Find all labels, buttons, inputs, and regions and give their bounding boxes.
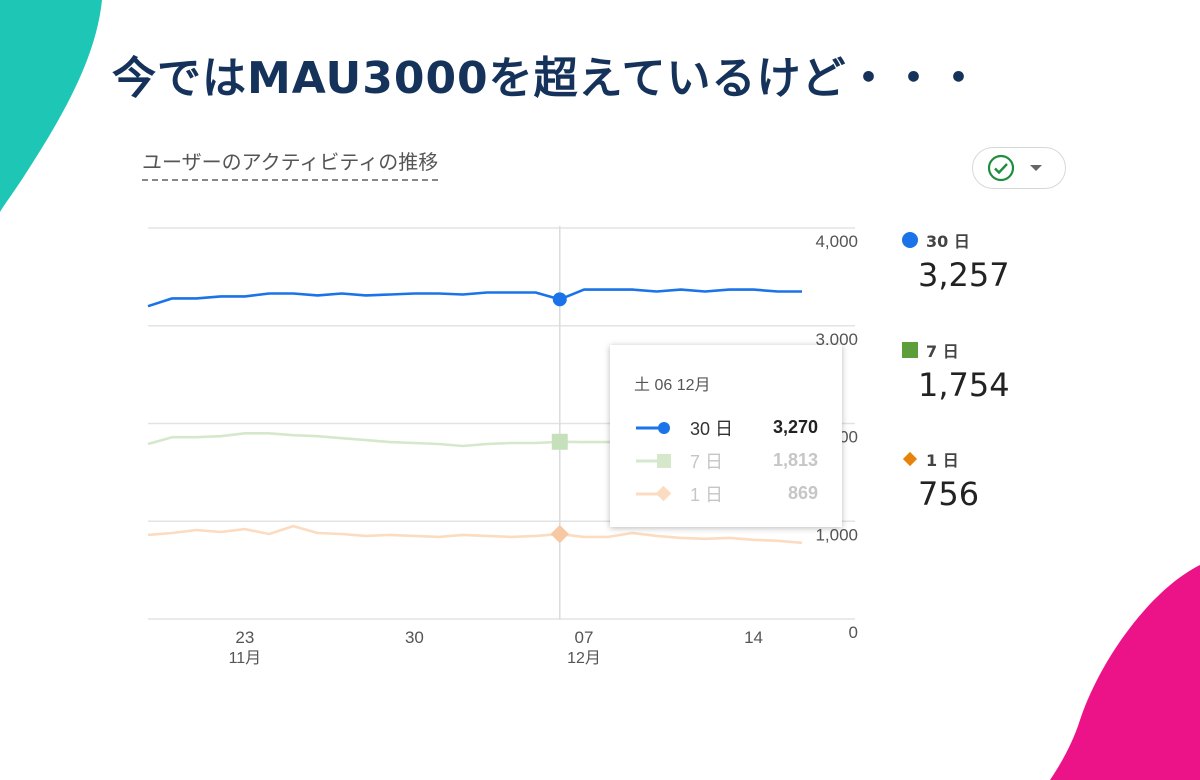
x-tick-month-label: 12月 (567, 650, 601, 667)
legend-label-7d: 7 日 (926, 342, 959, 361)
circle-marker-icon (902, 232, 918, 248)
series-7d-swatch-icon (636, 453, 671, 468)
highlight-point-7d (551, 433, 568, 450)
tooltip-label-7d: 7 日 (690, 451, 724, 472)
x-tick-label: 23 (235, 628, 254, 647)
y-tick-label: 3,000 (815, 330, 858, 349)
tooltip-value-1d: 869 (787, 483, 818, 503)
slide-title: 今ではMAU3000を超えているけど・・・ (112, 53, 982, 104)
x-tick-label: 07 (575, 628, 594, 647)
diamond-marker-icon (902, 451, 918, 467)
y-tick-label: 0 (849, 623, 858, 642)
x-tick-label: 30 (405, 628, 424, 647)
y-tick-label: 4,000 (815, 232, 858, 251)
tooltip-value-7d: 1,813 (772, 450, 818, 470)
square-marker-icon (902, 342, 918, 358)
chart-card-title[interactable]: ユーザーのアクティビティの推移 (142, 146, 439, 181)
series-line-2 (147, 524, 803, 545)
tooltip-value-30d: 3,270 (772, 417, 818, 437)
highlight-point-1d (550, 524, 569, 544)
status-dropdown-button[interactable] (972, 147, 1066, 189)
legend-label-30d: 30 日 (926, 232, 970, 251)
legend-item-7d[interactable]: 7 日 1,754 (902, 338, 1010, 404)
legend-value-1d: 756 (918, 475, 980, 513)
y-tick-label: 1,000 (815, 525, 858, 544)
series-30d-swatch-icon (636, 421, 670, 434)
legend-label-1d: 1 日 (926, 451, 959, 470)
tooltip-row-1d: 1 日 869 (634, 477, 818, 510)
x-tick-label: 14 (744, 628, 763, 647)
caret-down-icon (1030, 165, 1042, 171)
chart-tooltip: 土 06 12月 30 日 3,270 7 日 1,813 1 日 869 (610, 345, 842, 527)
tooltip-row-7d: 7 日 1,813 (634, 444, 818, 477)
legend-value-30d: 3,257 (918, 256, 1010, 294)
x-tick-month-label: 11月 (229, 650, 262, 667)
tooltip-date: 土 06 12月 (634, 377, 711, 394)
check-circle-icon (987, 154, 1015, 182)
highlight-point-30d (552, 292, 567, 307)
legend-item-30d[interactable]: 30 日 3,257 (902, 228, 1010, 294)
legend-value-7d: 1,754 (918, 366, 1010, 404)
legend-item-1d[interactable]: 1 日 756 (902, 447, 979, 513)
tooltip-label-1d: 1 日 (690, 484, 724, 505)
tooltip-row-30d: 30 日 3,270 (634, 411, 818, 444)
series-line-0 (147, 288, 802, 308)
tooltip-label-30d: 30 日 (690, 418, 734, 439)
series-1d-swatch-icon (636, 485, 672, 501)
